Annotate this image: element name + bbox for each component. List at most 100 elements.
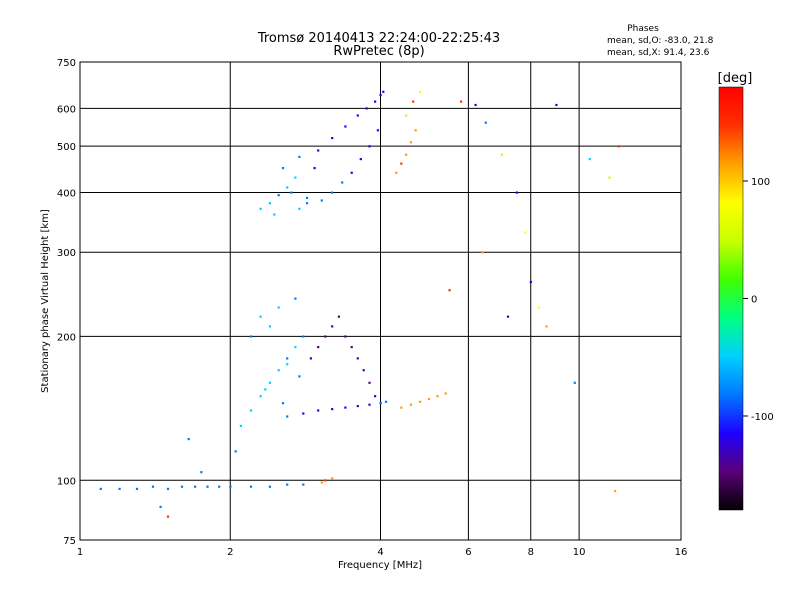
data-point: [317, 346, 320, 349]
data-point: [409, 141, 412, 144]
y-tick-label: 750: [57, 58, 76, 69]
data-point: [379, 402, 382, 405]
data-point: [206, 485, 209, 488]
data-point: [412, 100, 415, 103]
data-point: [356, 114, 359, 117]
data-point: [234, 450, 237, 453]
data-point: [268, 202, 271, 205]
x-tick-label: 8: [528, 547, 534, 558]
data-point: [414, 129, 417, 132]
data-point: [341, 181, 344, 184]
data-point: [331, 408, 334, 411]
y-tick-label: 75: [63, 536, 76, 547]
colorbar: [718, 86, 744, 511]
chart-subtitle: RwPretec (8p): [333, 44, 424, 59]
x-tick-label: 16: [675, 547, 688, 558]
data-point: [118, 487, 121, 490]
plot-area: [79, 61, 682, 541]
data-point: [419, 90, 422, 93]
data-point: [374, 100, 377, 103]
data-point: [331, 137, 334, 140]
y-tick-label: 400: [57, 188, 76, 199]
data-point: [249, 485, 253, 488]
data-point: [159, 505, 162, 508]
data-point: [368, 381, 371, 384]
chart-title: Tromsø 20140413 22:24:00-22:25:43: [257, 31, 500, 46]
data-point: [313, 167, 316, 170]
data-point: [537, 306, 540, 309]
data-point: [187, 438, 190, 441]
data-point: [331, 191, 334, 194]
colorbar-ticks: -100 0 100: [743, 177, 774, 423]
data-point: [151, 485, 155, 488]
data-point: [344, 406, 347, 409]
data-point: [344, 125, 347, 128]
data-point: [405, 153, 408, 156]
data-point: [298, 375, 301, 378]
data-point: [460, 100, 463, 103]
data-point: [400, 162, 403, 165]
x-axis-ticks: 1 2 4 6 8 10 16: [77, 547, 688, 558]
data-point: [374, 395, 377, 398]
data-point: [376, 129, 379, 132]
data-point: [588, 158, 591, 161]
x-tick-label: 1: [77, 547, 83, 558]
data-point: [617, 145, 620, 148]
data-point: [277, 306, 280, 309]
data-point: [320, 481, 323, 484]
data-point: [400, 406, 403, 409]
data-points: [99, 90, 620, 518]
grid: [80, 62, 681, 540]
data-point: [286, 415, 289, 418]
data-point: [166, 515, 170, 518]
data-point: [608, 176, 611, 179]
data-point: [356, 357, 359, 360]
data-point: [317, 409, 320, 412]
data-point: [294, 297, 297, 300]
data-point: [337, 315, 340, 318]
data-point: [264, 388, 267, 391]
data-point: [99, 487, 102, 490]
data-point: [309, 357, 312, 360]
data-point: [268, 485, 271, 488]
data-point: [524, 231, 527, 234]
data-point: [273, 213, 276, 216]
colorbar-label: [deg]: [718, 71, 753, 86]
x-axis-label: Frequency [MHz]: [338, 560, 422, 571]
data-point: [277, 369, 280, 372]
data-point: [286, 357, 289, 360]
data-point: [302, 335, 305, 338]
data-point: [324, 335, 327, 338]
data-point: [379, 93, 382, 97]
data-point: [249, 335, 253, 338]
y-tick-label: 500: [57, 142, 76, 153]
data-point: [249, 409, 253, 412]
data-point: [331, 325, 334, 328]
data-point: [286, 363, 289, 366]
data-point: [324, 479, 327, 482]
data-point: [384, 400, 388, 403]
data-point: [382, 90, 385, 93]
stats-line-x: mean, sd,X: 91.4, 23.6: [607, 48, 710, 58]
data-point: [281, 402, 285, 405]
data-point: [259, 395, 262, 398]
data-point: [218, 485, 221, 488]
data-point: [481, 251, 484, 254]
x-tick-label: 10: [573, 547, 586, 558]
data-point: [368, 403, 371, 406]
data-point: [545, 325, 548, 328]
data-point: [166, 487, 170, 490]
data-point: [436, 395, 439, 398]
data-point: [320, 199, 323, 202]
data-point: [268, 325, 271, 328]
data-point: [344, 335, 347, 338]
data-point: [359, 158, 362, 161]
data-point: [500, 153, 503, 156]
data-point: [427, 397, 431, 401]
data-point: [555, 103, 558, 107]
data-point: [302, 483, 305, 486]
data-point: [350, 346, 353, 349]
colorbar-tick-label: -100: [751, 412, 774, 423]
y-axis-label: Stationary phase Virtual Height [km]: [40, 209, 51, 393]
